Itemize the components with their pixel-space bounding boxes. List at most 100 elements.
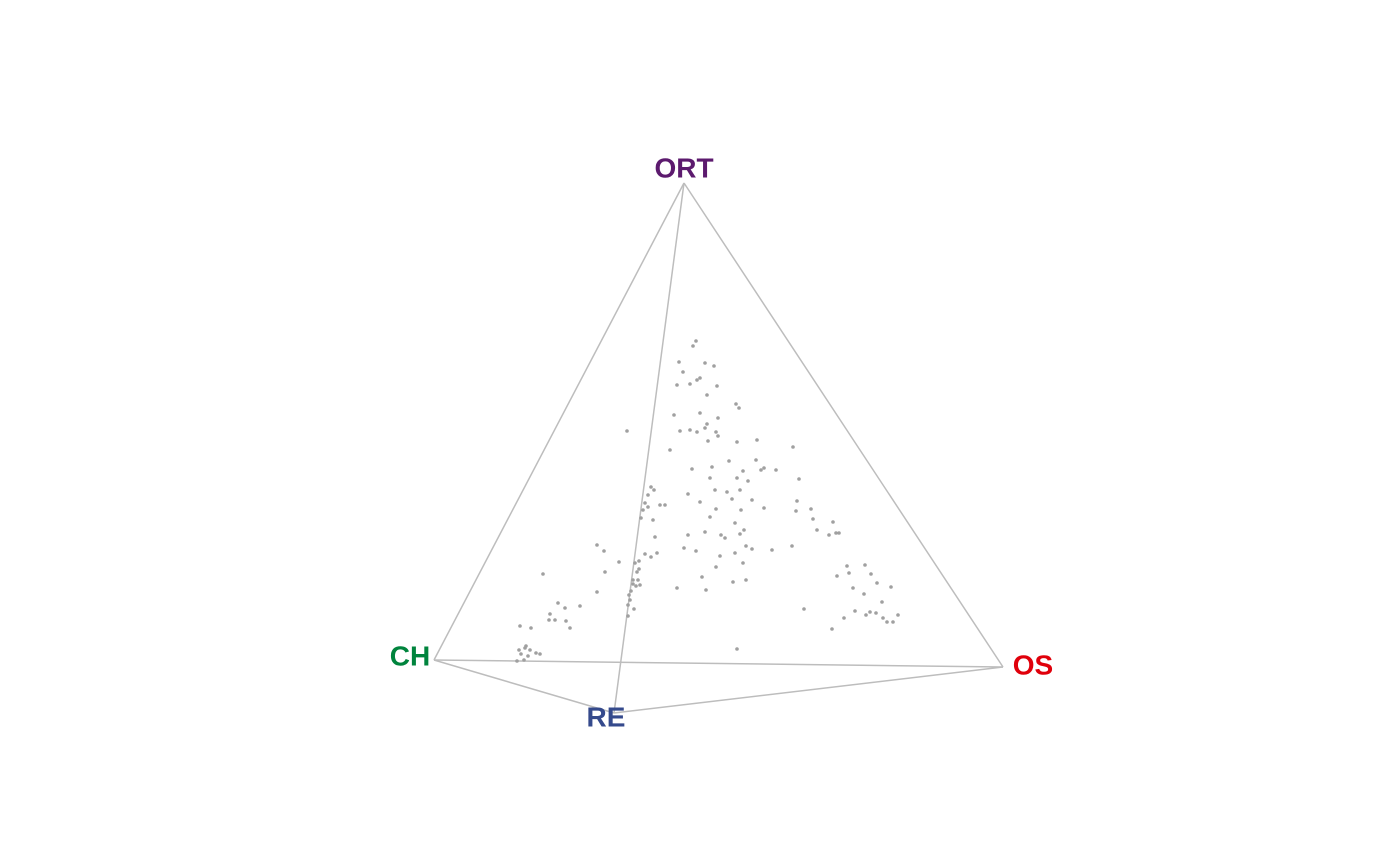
data-point [556,601,560,605]
data-point [797,477,801,481]
data-point [628,598,632,602]
data-point [636,578,640,582]
data-point [831,520,835,524]
data-point [541,572,545,576]
data-point [735,647,739,651]
vertex-label: RE [587,701,626,732]
data-point [727,459,731,463]
data-point [741,561,745,565]
data-point [649,555,653,559]
data-point [639,516,643,520]
data-point [668,448,672,452]
vertex-label: ORT [654,152,713,183]
data-point [515,659,519,663]
data-point [690,467,694,471]
data-point [703,361,707,365]
data-point [646,493,650,497]
tetrahedron-edge [683,182,1004,668]
tetrahedron-edge [433,659,615,714]
data-point [875,581,879,585]
data-point [794,509,798,513]
data-point [704,588,708,592]
data-point [700,575,704,579]
data-point [691,344,695,348]
data-point [737,406,741,410]
data-point [896,613,900,617]
data-point [564,619,568,623]
data-point [634,584,638,588]
vertex-label: CH [390,640,430,671]
data-point [759,468,763,472]
data-point [698,376,702,380]
data-point [632,607,636,611]
data-point [874,611,878,615]
data-point [529,626,533,630]
data-point [845,564,849,568]
data-point [734,402,738,406]
data-point [851,586,855,590]
data-point [714,430,718,434]
data-point [637,567,641,571]
data-point [847,571,851,575]
data-point [652,488,656,492]
vertex-label: OS [1013,649,1053,680]
data-point [881,616,885,620]
data-point [790,544,794,548]
data-point [714,565,718,569]
data-point [649,485,653,489]
data-point [754,458,758,462]
data-point [638,583,642,587]
data-point [744,544,748,548]
data-point [595,590,599,594]
data-point [688,428,692,432]
data-point [677,360,681,364]
data-point [762,466,766,470]
data-point [744,578,748,582]
data-point [755,438,759,442]
data-point [738,488,742,492]
data-point [627,593,631,597]
data-point [830,627,834,631]
data-point [695,378,699,382]
data-point [629,589,633,593]
data-point [675,586,679,590]
data-point [522,658,526,662]
data-point [842,616,846,620]
data-point [633,561,637,565]
data-point [538,652,542,656]
data-point [762,506,766,510]
data-point [653,535,657,539]
data-point [553,618,557,622]
data-point [733,521,737,525]
data-point [626,603,630,607]
data-point [708,476,712,480]
data-point [534,651,538,655]
data-point [742,528,746,532]
data-point [563,606,567,610]
data-point [568,626,572,630]
data-point [864,613,868,617]
data-point [631,578,635,582]
data-point [637,559,641,563]
data-point [706,439,710,443]
tetrahedron-edge [433,659,1004,668]
data-point [694,339,698,343]
data-point [519,652,523,656]
data-point [625,429,629,433]
data-point [705,422,709,426]
data-point [658,503,662,507]
data-point [646,505,650,509]
data-point [718,554,722,558]
data-point [641,508,645,512]
data-point [834,531,838,535]
tetrahedron-edge [433,182,685,661]
data-point [746,479,750,483]
data-point [835,574,839,578]
data-point [738,532,742,536]
data-point [714,507,718,511]
data-point [678,429,682,433]
data-point [716,416,720,420]
data-point [524,644,528,648]
data-point [885,620,889,624]
data-point [602,549,606,553]
